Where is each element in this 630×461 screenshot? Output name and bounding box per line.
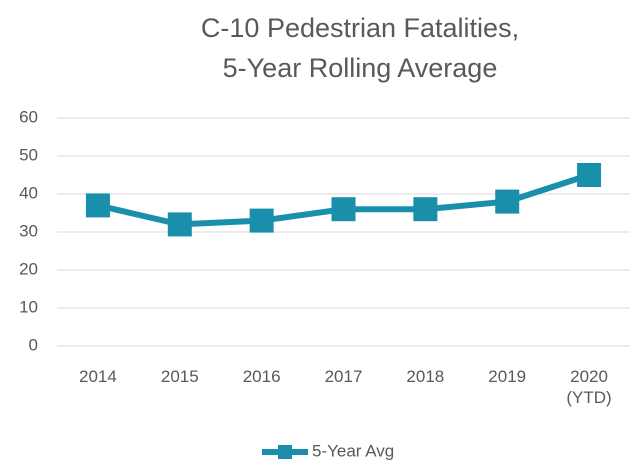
y-tick-label: 20 (19, 259, 38, 278)
marker (413, 197, 438, 222)
x-tick-label: 2018 (406, 367, 445, 386)
marker (331, 197, 356, 222)
chart-title: 5-Year Rolling Average (223, 53, 498, 83)
y-tick-label: 40 (19, 183, 38, 202)
marker (249, 208, 274, 233)
marker (577, 163, 602, 187)
y-tick-label: 60 (19, 107, 38, 126)
x-tick-label: 2017 (324, 367, 363, 386)
x-tick-label: 2019 (488, 367, 527, 386)
x-tick-label: 2014 (79, 367, 117, 386)
x-tick-label: 2016 (242, 367, 281, 386)
x-tick-label: 2020 (YTD) (566, 367, 612, 407)
marker (495, 189, 520, 214)
y-tick-label: 10 (19, 297, 38, 316)
y-tick-label: 50 (19, 145, 38, 164)
y-tick-label: 0 (29, 335, 38, 354)
marker (167, 212, 192, 237)
legend-marker (278, 445, 292, 459)
x-tick-label: 2015 (160, 367, 199, 386)
marker (85, 193, 110, 218)
legend-label: 5-Year Avg (312, 441, 394, 460)
y-tick-label: 30 (19, 221, 38, 240)
chart-title: C-10 Pedestrian Fatalities, (201, 13, 519, 43)
